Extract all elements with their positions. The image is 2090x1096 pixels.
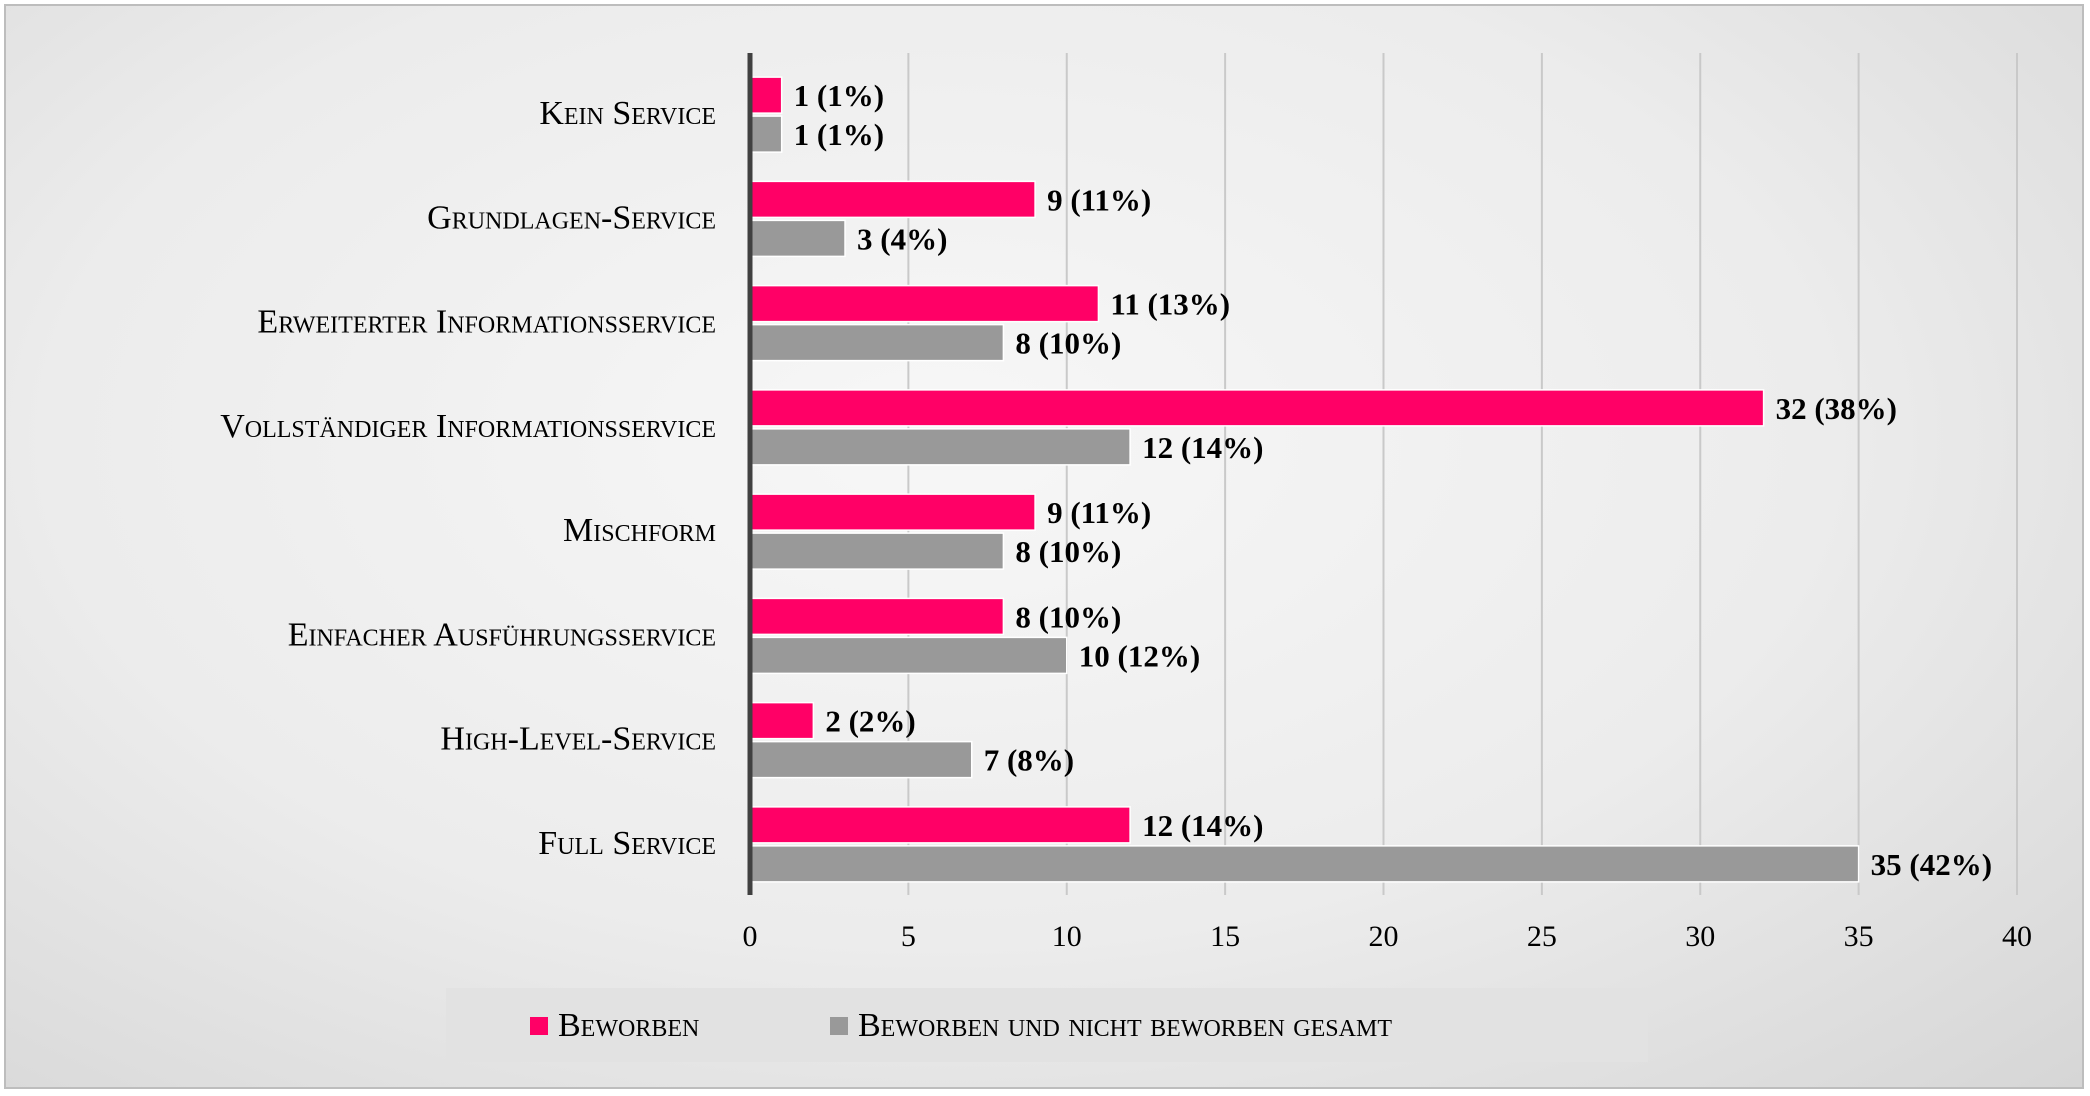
category-label-mischform: Mischform — [563, 512, 716, 549]
bar-beworben-einfacher-ausfuhrungsservice — [749, 597, 1005, 636]
gridlines — [907, 53, 2018, 895]
x-tick-label-35: 35 — [1844, 920, 1874, 953]
data-label-gesamt-kein-service: 1 (1%) — [794, 117, 884, 152]
data-label-beworben-mischform: 9 (11%) — [1047, 495, 1151, 530]
x-axis-ticks: 0 5 10 15 20 25 30 35 40 — [743, 920, 2033, 953]
legend-box — [446, 988, 1648, 1062]
data-label-beworben-vollstandiger-informationsservice: 32 (38%) — [1776, 391, 1897, 426]
data-label-beworben-kein-service: 1 (1%) — [794, 78, 884, 113]
data-label-beworben-einfacher-ausfuhrungsservice: 8 (10%) — [1015, 599, 1121, 634]
x-tick-label-30: 30 — [1685, 920, 1715, 953]
data-label-beworben-high-level-service: 2 (2%) — [825, 704, 915, 739]
x-tick-label-40: 40 — [2002, 920, 2032, 953]
data-label-beworben-erweiterter-informationsservice: 11 (13%) — [1110, 287, 1230, 322]
category-labels: Kein Service Grundlagen-Service Erweiterte… — [220, 95, 716, 862]
bar-beworben-high-level-service — [749, 701, 815, 740]
x-tick-label-15: 15 — [1210, 920, 1240, 953]
bar-beworben-und-nicht-b-mischform — [749, 532, 1005, 570]
bar-beworben-grundlagen-service — [749, 180, 1036, 219]
category-label-grundlagen-service: Grundlagen-Service — [427, 199, 716, 236]
category-label-vollstandiger-informationsservice: Vollständiger Informationsservice — [220, 408, 716, 445]
legend-label-beworben: Beworben — [558, 1007, 699, 1044]
legend-swatch-gesamt — [830, 1017, 848, 1035]
category-label-einfacher-ausfuhrungsservice: Einfacher Ausführungsservice — [288, 616, 716, 653]
bar-beworben-erweiterter-informationsservice — [749, 284, 1100, 323]
bar-beworben-und-nicht-b-erweiterter-informationsservice — [749, 323, 1005, 362]
bar-beworben-und-nicht-b-grundlagen-service — [749, 219, 846, 258]
x-tick-label-10: 10 — [1052, 920, 1082, 953]
x-tick-label-20: 20 — [1369, 920, 1399, 953]
bar-beworben-full-service — [749, 806, 1131, 844]
x-tick-label-5: 5 — [901, 920, 916, 953]
bar-beworben-und-nicht-b-kein-service — [749, 115, 783, 153]
bar-beworben-und-nicht-b-einfacher-ausfuhrungsservice — [749, 636, 1068, 675]
data-label-gesamt-erweiterter-informationsservice: 8 (10%) — [1015, 326, 1121, 361]
x-tick-label-0: 0 — [743, 920, 758, 953]
bar-beworben-und-nicht-b-vollstandiger-informationsservice — [749, 428, 1131, 466]
category-label-kein-service: Kein Service — [539, 95, 716, 132]
bar-beworben-und-nicht-b-high-level-service — [749, 740, 973, 779]
data-label-gesamt-full-service: 35 (42%) — [1871, 847, 1992, 882]
bar-beworben-kein-service — [749, 76, 783, 114]
x-tick-label-25: 25 — [1527, 920, 1557, 953]
category-label-erweiterter-informationsservice: Erweiterter Informationsservice — [257, 304, 716, 341]
bar-beworben-und-nicht-b-full-service — [749, 845, 1860, 883]
category-label-full-service: Full Service — [538, 825, 716, 862]
chart-frame: 1 (1%) 1 (1%) 9 (11%) 3 (4%) 11 (13%) 8 (10%)… — [4, 4, 2084, 1089]
bar-beworben-vollstandiger-informationsservice — [749, 389, 1765, 427]
data-labels: 1 (1%) 1 (1%) 9 (11%) 3 (4%) 11 (13%) 8 (10%)… — [794, 78, 1992, 882]
data-label-beworben-full-service: 12 (14%) — [1142, 808, 1263, 843]
data-label-beworben-grundlagen-service: 9 (11%) — [1047, 182, 1151, 217]
bars — [749, 76, 1860, 883]
bar-chart: 1 (1%) 1 (1%) 9 (11%) 3 (4%) 11 (13%) 8 (10%)… — [220, 53, 2033, 1062]
data-label-gesamt-high-level-service: 7 (8%) — [984, 743, 1074, 778]
legend-label-gesamt: Beworben und nicht beworben gesamt — [858, 1007, 1392, 1044]
category-label-high-level-service: High-Level-Service — [440, 721, 716, 758]
legend: Beworben Beworben und nicht beworben gesa… — [446, 988, 1648, 1062]
data-label-gesamt-grundlagen-service: 3 (4%) — [857, 221, 947, 256]
data-label-gesamt-vollstandiger-informationsservice: 12 (14%) — [1142, 430, 1263, 465]
legend-swatch-beworben — [530, 1017, 548, 1035]
data-label-gesamt-einfacher-ausfuhrungsservice: 10 (12%) — [1079, 638, 1200, 673]
bar-beworben-mischform — [749, 493, 1036, 531]
data-label-gesamt-mischform: 8 (10%) — [1015, 534, 1121, 569]
